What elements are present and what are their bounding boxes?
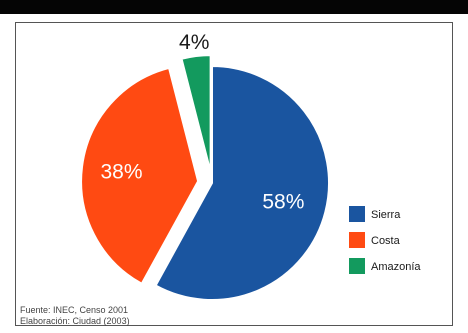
pie-slice-amazonía	[180, 54, 212, 173]
legend-label-sierra: Sierra	[371, 209, 401, 221]
legend-label-amazonía: Amazonía	[371, 261, 421, 273]
legend-label-costa: Costa	[371, 235, 401, 247]
source-line-2: Elaboración: Ciudad (2003)	[20, 316, 130, 326]
pie-label-costa: 38%	[100, 161, 142, 184]
legend-swatch-costa	[349, 232, 365, 248]
source-note: Fuente: INEC, Censo 2001 Elaboración: Ci…	[20, 305, 130, 327]
pie-label-sierra: 58%	[262, 190, 304, 213]
pie-slice-sierra	[154, 64, 330, 301]
legend-swatch-sierra	[349, 206, 365, 222]
legend-swatch-amazonía	[349, 258, 365, 274]
source-line-1: Fuente: INEC, Censo 2001	[20, 305, 129, 315]
pie-slice-costa	[80, 66, 200, 286]
top-band	[0, 0, 468, 14]
pie-label-amazonía: 4%	[179, 31, 209, 54]
